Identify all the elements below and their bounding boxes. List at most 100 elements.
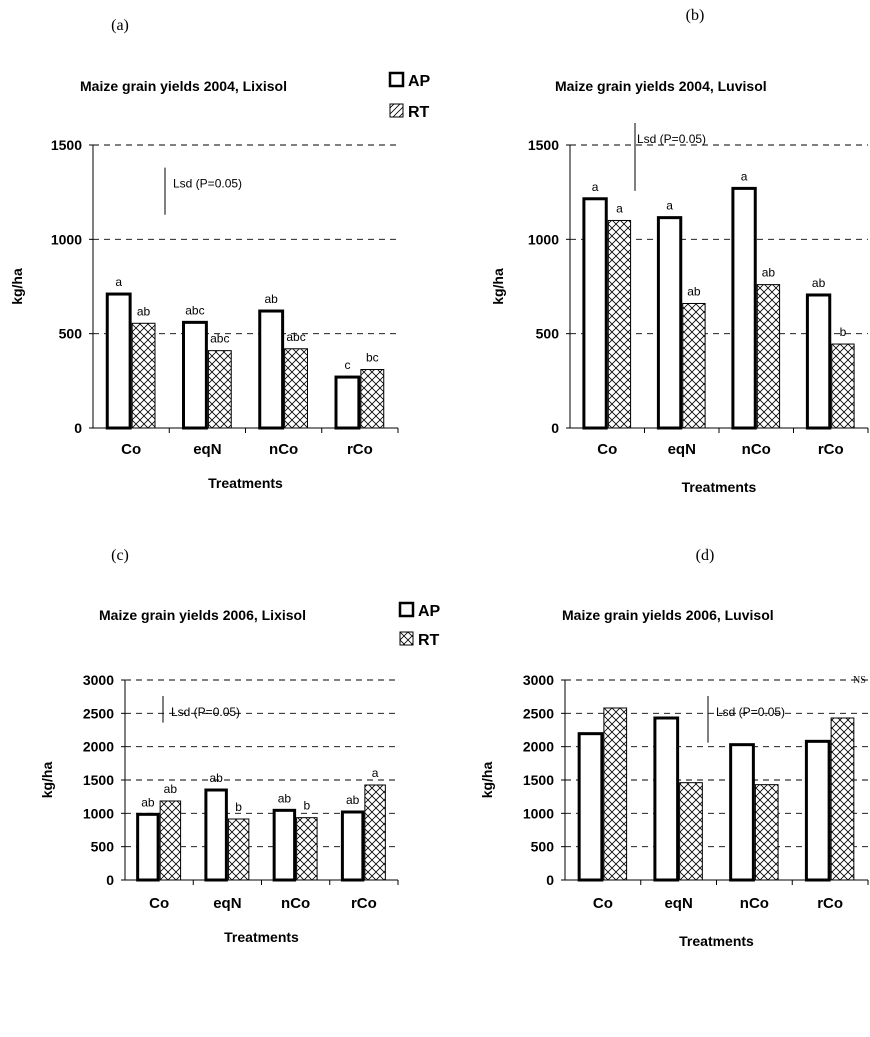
bar-ap-nCo [731, 186, 757, 430]
legend: AP RT [388, 71, 431, 121]
bar-ap-rCo [334, 375, 361, 430]
y-tick-label: 2000 [83, 739, 114, 755]
bar-ap-eqN [656, 216, 683, 430]
y-tick-label: 0 [74, 420, 82, 436]
panels-layer: (a) Maize grain yields 2004, Lixisol 0 500 1… [9, 7, 869, 949]
lsd-label: Lsd (P=0.05) [716, 705, 785, 719]
x-axis-title: Treatments [679, 933, 754, 949]
x-axis-title: Treatments [224, 929, 299, 945]
bar-ap-Co [105, 292, 132, 430]
y-axis-title: kg/ha [39, 762, 55, 799]
category-label: eqN [668, 441, 696, 458]
significance-letter: ab [137, 304, 151, 318]
bar-rt-eqN [207, 350, 232, 429]
category-label: rCo [351, 895, 377, 912]
legend-label: RT [418, 632, 440, 649]
y-tick-label: 1000 [528, 231, 559, 247]
bar-rt-nCo [754, 784, 779, 881]
legend-swatch-ap [388, 71, 405, 88]
y-tick-label: 3000 [83, 672, 114, 688]
bar-rt-Co [131, 322, 156, 429]
bar-rt-Co [607, 219, 632, 429]
y-tick-label: 1500 [523, 772, 554, 788]
significance-letter: abc [185, 303, 204, 317]
significance-letter: a [741, 169, 748, 183]
y-axis-title: kg/ha [490, 268, 506, 305]
bar-ap-Co [582, 197, 608, 430]
y-tick-label: 2000 [523, 739, 554, 755]
category-label: Co [121, 441, 141, 458]
legend: AP RT [398, 601, 441, 649]
bar-ap-nCo [258, 309, 285, 430]
bar-rt-Co [603, 707, 628, 881]
chart-panel-b: (b) Maize grain yields 2004, Luvisol 0 500 1… [490, 7, 869, 495]
bar-ap-Co [136, 812, 160, 882]
chart-title: Maize grain yields 2006, Lixisol [99, 607, 306, 623]
significance-letter: a [115, 275, 122, 289]
category-label: eqN [193, 441, 221, 458]
y-tick-label: 1000 [51, 231, 82, 247]
bar-rt-eqN [682, 302, 706, 429]
category-label: nCo [281, 895, 310, 912]
legend-label: RT [408, 104, 430, 121]
y-tick-label: 1000 [523, 805, 554, 821]
bar-ap-rCo [805, 293, 832, 430]
panel-label: (d) [696, 547, 715, 564]
y-tick-label: 2500 [523, 705, 554, 721]
y-axis-title: kg/ha [9, 268, 25, 305]
bar-ap-Co [577, 732, 604, 882]
bar-rt-eqN [227, 818, 250, 881]
significance-letter: abc [286, 330, 305, 344]
category-label: eqN [664, 895, 692, 912]
bar-rt-rCo [360, 369, 385, 429]
y-axis-title: kg/ha [479, 762, 495, 799]
significance-letter: ab [278, 791, 292, 805]
significance-letter: ab [687, 284, 701, 298]
legend-swatch-rt [389, 103, 404, 118]
y-tick-label: 0 [551, 420, 559, 436]
panel-label: (c) [111, 547, 129, 564]
chart-panel-d: (d) Maize grain yields 2006, Luvisol 0 500 1… [479, 547, 869, 949]
category-label: Co [597, 441, 617, 458]
significance-letter: a [666, 199, 673, 213]
significance-letter: ab [141, 795, 155, 809]
x-axis-title: Treatments [208, 475, 283, 491]
y-tick-label: 3000 [523, 672, 554, 688]
significance-letter: ab [346, 793, 360, 807]
category-label: Co [149, 895, 169, 912]
bar-rt-rCo [364, 784, 386, 881]
bar-ap-eqN [182, 320, 208, 430]
bar-ap-nCo [729, 743, 755, 882]
lsd-label: Lsd (P=0.05) [171, 705, 240, 719]
y-tick-label: 1500 [51, 137, 82, 153]
significance-letter: a [616, 201, 623, 215]
lsd-label: Lsd (P=0.05) [173, 177, 242, 191]
bar-rt-rCo [830, 717, 855, 881]
significance-letter: b [304, 799, 311, 813]
category-label: Co [593, 895, 613, 912]
significance-letter: ab [812, 276, 826, 290]
bar-rt-nCo [296, 817, 318, 881]
significance-letter: abc [210, 332, 229, 346]
y-tick-label: 0 [546, 872, 554, 888]
bar-ap-rCo [340, 810, 365, 882]
ns-note: NS [853, 675, 866, 686]
y-tick-label: 500 [59, 326, 83, 342]
bar-ap-nCo [272, 808, 297, 882]
y-tick-label: 500 [536, 326, 560, 342]
category-label: nCo [742, 441, 771, 458]
bar-rt-Co [159, 800, 182, 881]
significance-letter: a [372, 766, 379, 780]
category-label: nCo [269, 441, 298, 458]
bar-rt-nCo [756, 284, 781, 429]
bar-rt-nCo [284, 348, 308, 429]
significance-letter: ab [209, 771, 223, 785]
bar-ap-rCo [804, 739, 831, 882]
significance-letter: b [840, 325, 847, 339]
category-label: rCo [817, 895, 843, 912]
panel-label: (a) [111, 17, 129, 34]
bar-ap-eqN [204, 788, 228, 882]
significance-letter: ab [164, 782, 178, 796]
significance-letter: ab [762, 266, 776, 280]
legend-swatch-rt [399, 631, 414, 646]
